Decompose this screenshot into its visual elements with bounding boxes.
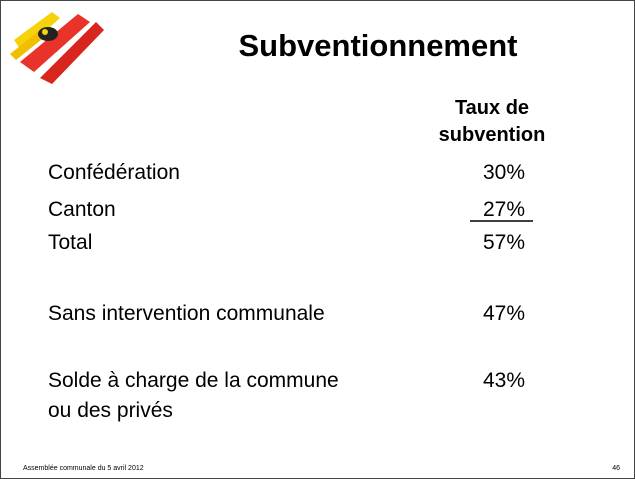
- logo: [10, 12, 104, 84]
- row-label: Solde à charge de la commune: [48, 369, 339, 392]
- page-number: 46: [612, 465, 620, 472]
- slide-title: Subventionnement: [238, 28, 517, 63]
- row-value: 57%: [483, 231, 525, 254]
- row-value: 43%: [483, 369, 525, 392]
- row-label: Total: [48, 231, 92, 254]
- row-label: Sans intervention communale: [48, 302, 325, 325]
- row-label: Canton: [48, 198, 116, 221]
- row-label: Confédération: [48, 161, 180, 184]
- row-value: 30%: [483, 161, 525, 184]
- footer-text: Assemblée communale du 5 avril 2012: [23, 465, 144, 472]
- row-label: ou des privés: [48, 399, 173, 422]
- row-value: 27%: [483, 198, 525, 221]
- column-header: subvention: [439, 124, 546, 146]
- row-value: 47%: [483, 302, 525, 325]
- column-header: Taux de: [455, 97, 529, 119]
- rows: Confédération 30% Canton 27% Total 57% Sans in…: [48, 161, 525, 422]
